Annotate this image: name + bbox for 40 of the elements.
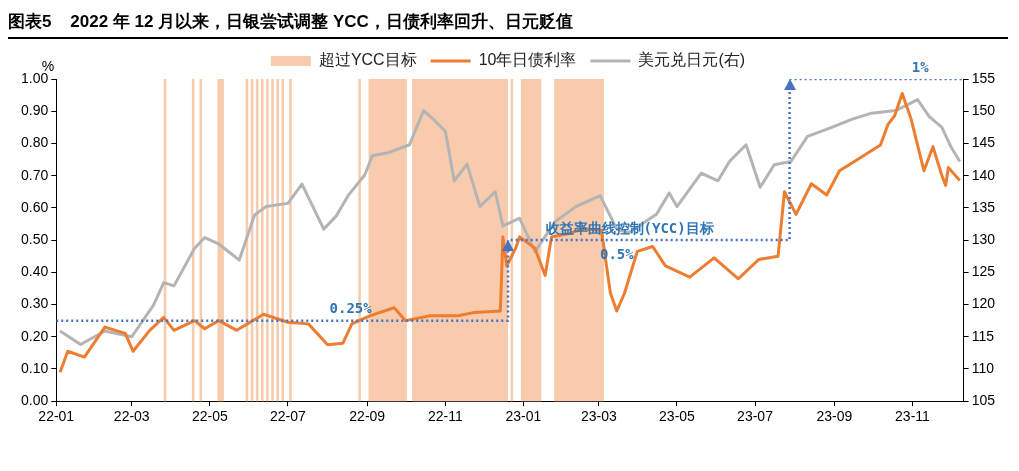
x-tick-label: 22-11 [427,408,463,425]
y-tick-label: 0.10 [21,359,49,376]
y-tick-label: 0.50 [21,230,49,247]
x-tick-label: 23-01 [505,408,542,425]
y-tick-label: 0.00 [21,392,49,409]
y2-tick-label: 105 [971,392,996,409]
annotation: 1% [911,58,930,75]
x-tick-label: 23-07 [737,408,774,425]
x-tick-label: 22-05 [191,408,228,425]
legend-label: 美元兑日元(右) [638,51,746,69]
y2-tick-label: 130 [971,230,996,247]
y-tick-label: 0.60 [21,198,49,215]
x-tick-label: 22-09 [349,408,386,425]
y-tick-label: 0.30 [21,295,49,312]
y2-tick-label: 145 [971,134,996,151]
x-tick-label: 23-03 [580,408,618,425]
y-tick-label: 0.90 [21,102,49,119]
y-tick-label: 0.20 [21,327,49,344]
x-tick-label: 23-09 [816,408,853,425]
y2-tick-label: 115 [971,327,995,344]
y2-tick-label: 155 [971,69,996,86]
y-axis-title: % [41,57,55,74]
x-tick-label: 22-01 [38,408,75,425]
x-tick-label: 22-03 [113,408,150,425]
x-tick-label: 23-05 [659,408,696,425]
y-tick-label: 0.70 [21,166,49,183]
y-tick-label: 0.40 [21,263,49,280]
y2-tick-label: 140 [971,166,996,183]
y2-tick-label: 135 [971,198,996,215]
legend-label: 超过YCC目标 [318,51,417,69]
chart-title: 图表5 2022 年 12 月以来，日银尝试调整 YCC，日债利率回升、日元贬值 [8,8,1008,39]
annotation: 0.25% [329,300,373,317]
y-tick-label: 0.80 [21,134,49,151]
y2-tick-label: 110 [971,359,995,376]
y2-tick-label: 125 [971,263,996,280]
x-tick-label: 23-11 [895,408,931,425]
y2-tick-label: 150 [971,102,996,119]
x-tick-label: 22-07 [269,408,307,425]
legend-label: 10年日债利率 [478,51,577,69]
y2-tick-label: 120 [971,295,996,312]
